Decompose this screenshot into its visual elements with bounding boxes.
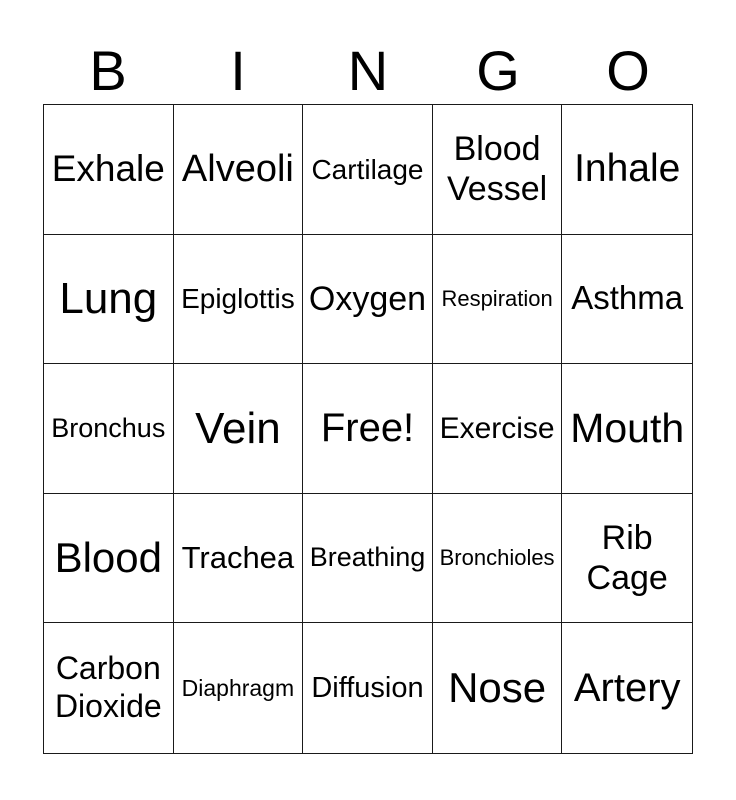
bingo-cell[interactable]: Lung — [44, 234, 174, 365]
cell-label: Nose — [448, 664, 547, 712]
cell-label: Diffusion — [311, 672, 424, 705]
bingo-letter-o: O — [606, 39, 650, 102]
bingo-cell[interactable]: Epiglottis — [173, 234, 304, 365]
cell-label: Free! — [320, 405, 415, 450]
cell-label: Breathing — [309, 542, 426, 573]
cell-label: Exhale — [51, 148, 165, 190]
bingo-cell-free[interactable]: Free! — [303, 364, 433, 494]
bingo-cell[interactable]: Exercise — [432, 364, 563, 494]
bingo-cell[interactable]: Trachea — [173, 493, 304, 624]
cell-label: Mouth — [570, 405, 685, 452]
bingo-cell[interactable]: Carbon Dioxide — [44, 623, 174, 753]
cell-label: Exercise — [439, 411, 555, 445]
cell-label: Rib Cage — [586, 518, 668, 598]
cell-label: Diaphragm — [181, 674, 295, 701]
bingo-cell[interactable]: Bronchioles — [432, 493, 563, 624]
cell-label: Inhale — [574, 147, 681, 191]
bingo-letter-g: G — [476, 39, 520, 102]
cell-label: Carbon Dioxide — [54, 650, 162, 725]
bingo-letter-b: B — [89, 39, 127, 102]
bingo-cell[interactable]: Inhale — [562, 105, 692, 235]
bingo-cell[interactable]: Oxygen — [303, 234, 433, 365]
cell-label: Lung — [59, 273, 158, 323]
bingo-cell[interactable]: Exhale — [44, 105, 174, 235]
cell-label: Asthma — [571, 279, 684, 317]
bingo-card: B I N G O Exhale Alveoli Cartilage Blood Ve… — [43, 0, 693, 754]
cell-label: Epiglottis — [181, 283, 295, 315]
cell-label: Oxygen — [308, 279, 427, 318]
bingo-cell[interactable]: Rib Cage — [562, 494, 692, 624]
cell-label: Vein — [195, 403, 281, 453]
bingo-cell[interactable]: Artery — [562, 623, 692, 753]
cell-label: Bronchioles — [439, 545, 555, 571]
bingo-letter-n: N — [347, 39, 389, 102]
bingo-cell[interactable]: Respiration — [432, 234, 563, 365]
bingo-cell[interactable]: Bronchus — [44, 364, 174, 494]
bingo-cell[interactable]: Mouth — [562, 364, 692, 494]
cell-label: Respiration — [441, 285, 553, 311]
cell-label: Artery — [573, 665, 681, 710]
bingo-cell[interactable]: Blood Vessel — [432, 105, 563, 235]
bingo-grid: Exhale Alveoli Cartilage Blood Vessel Inhale… — [43, 104, 693, 754]
bingo-letter-i: I — [230, 39, 246, 102]
bingo-cell[interactable]: Diaphragm — [174, 623, 304, 753]
cell-label: Cartilage — [311, 153, 424, 185]
bingo-cell[interactable]: Asthma — [562, 235, 692, 365]
bingo-cell[interactable]: Blood — [44, 493, 174, 624]
bingo-cell[interactable]: Alveoli — [173, 105, 304, 235]
cell-label: Bronchus — [51, 412, 166, 443]
cell-label: Blood Vessel — [447, 130, 548, 209]
bingo-cell[interactable]: Nose — [433, 623, 563, 753]
bingo-cell[interactable]: Vein — [173, 364, 304, 494]
cell-label: Blood — [54, 534, 162, 582]
bingo-cell[interactable]: Diffusion — [303, 623, 433, 753]
bingo-cell[interactable]: Cartilage — [303, 105, 433, 235]
cell-label: Trachea — [181, 539, 295, 575]
cell-label: Alveoli — [181, 147, 294, 190]
bingo-header: B I N G O — [43, 0, 693, 104]
bingo-cell[interactable]: Breathing — [303, 493, 433, 624]
